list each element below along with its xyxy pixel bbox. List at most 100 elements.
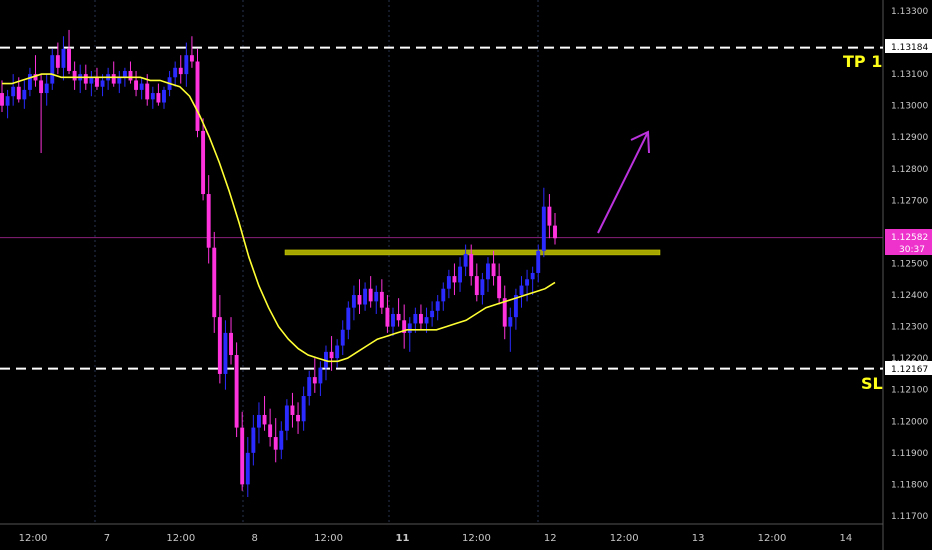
candle-body bbox=[307, 377, 312, 397]
bull-candle bbox=[324, 345, 328, 381]
candle-body bbox=[89, 77, 94, 84]
bear-candle bbox=[312, 358, 317, 393]
bull-candle bbox=[44, 74, 49, 106]
candle-body bbox=[363, 288, 368, 305]
candle-body bbox=[318, 367, 323, 384]
candle-body bbox=[262, 414, 267, 425]
bull-candle bbox=[307, 370, 312, 406]
candle-body bbox=[290, 405, 295, 415]
candle-body bbox=[541, 206, 546, 251]
candle-body bbox=[55, 55, 60, 68]
bull-candle bbox=[256, 402, 261, 444]
bear-candle bbox=[234, 342, 239, 438]
tp1-price-badge: 1.13184 bbox=[885, 39, 932, 53]
bull-candle bbox=[486, 257, 490, 292]
bear-candle bbox=[497, 263, 502, 305]
bear-candle bbox=[201, 118, 206, 201]
candle-body bbox=[312, 377, 317, 384]
candle-body bbox=[402, 320, 407, 333]
x-tick-label: 8 bbox=[252, 533, 258, 544]
bull-candle bbox=[513, 288, 518, 330]
candle-body bbox=[379, 291, 384, 308]
y-tick-label: 1.12400 bbox=[891, 291, 928, 301]
candle-body bbox=[16, 86, 21, 100]
svg-text:1.12167: 1.12167 bbox=[891, 365, 928, 375]
candle-body bbox=[11, 86, 16, 97]
y-tick-label: 1.11800 bbox=[891, 480, 928, 490]
bear-candle bbox=[178, 55, 183, 84]
candle-body bbox=[497, 276, 502, 299]
bull-candle bbox=[536, 244, 541, 283]
candle-body bbox=[553, 225, 557, 239]
candle-body bbox=[128, 70, 133, 81]
bull-candle bbox=[279, 421, 284, 460]
bull-candle bbox=[351, 285, 356, 321]
bear-candle bbox=[240, 411, 245, 491]
candle-body bbox=[251, 427, 256, 453]
candle-body bbox=[502, 298, 507, 327]
candle-body bbox=[513, 295, 518, 318]
y-tick-label: 1.12100 bbox=[891, 386, 928, 396]
candle-body bbox=[296, 414, 301, 422]
candle-body bbox=[329, 351, 334, 359]
x-tick-label: 12:00 bbox=[462, 533, 491, 544]
bull-candle bbox=[446, 269, 451, 299]
y-tick-label: 1.13300 bbox=[891, 7, 928, 17]
candle-body bbox=[525, 279, 530, 286]
current-price-badge: 1.12582 30:37 bbox=[885, 229, 932, 255]
bear-candle bbox=[290, 392, 295, 428]
candle-body bbox=[0, 93, 4, 106]
bull-candle bbox=[50, 48, 55, 90]
candle-body bbox=[117, 77, 122, 84]
sl-label: SL bbox=[861, 374, 883, 393]
bull-candle bbox=[346, 301, 351, 340]
candle-body bbox=[268, 424, 273, 438]
bear-candle bbox=[385, 295, 390, 333]
candle-body bbox=[435, 301, 440, 311]
candle-body bbox=[173, 67, 178, 78]
bear-candle bbox=[296, 402, 301, 434]
candle-body bbox=[357, 295, 362, 305]
candle-body bbox=[67, 48, 71, 71]
candle-body bbox=[396, 313, 401, 321]
candle-body bbox=[134, 80, 139, 90]
tp1-label: TP 1 bbox=[843, 52, 882, 71]
candle-body bbox=[229, 332, 233, 356]
bull-candle bbox=[435, 295, 440, 321]
bear-candle bbox=[156, 83, 161, 106]
price-axis[interactable]: 1.13300 1.13100 1.13000 1.12900 1.12800 1.127… bbox=[882, 0, 928, 550]
candle-body bbox=[508, 317, 513, 327]
candle-body bbox=[536, 250, 541, 273]
candle-body bbox=[491, 263, 496, 277]
projection-arrow[interactable] bbox=[597, 130, 650, 234]
candle-body bbox=[452, 276, 457, 283]
y-tick-label: 1.13000 bbox=[891, 102, 928, 112]
bull-candle bbox=[541, 187, 546, 258]
candle-body bbox=[162, 89, 166, 103]
x-tick-label: 12:00 bbox=[314, 533, 343, 544]
bear-candle bbox=[368, 276, 373, 308]
bull-candle bbox=[162, 86, 166, 109]
bear-candle bbox=[553, 212, 557, 245]
bear-candle bbox=[72, 61, 77, 90]
bull-candle bbox=[318, 361, 323, 397]
candle-body bbox=[212, 247, 217, 318]
candle-body bbox=[61, 48, 66, 68]
candle-body bbox=[430, 310, 435, 318]
candle-body bbox=[480, 279, 485, 296]
candle-body bbox=[458, 266, 462, 283]
bull-candle bbox=[11, 74, 16, 106]
bull-candle bbox=[480, 272, 485, 305]
bull-candle bbox=[407, 317, 412, 352]
bull-candle bbox=[117, 70, 122, 94]
bull-candle bbox=[519, 276, 524, 308]
bear-candle bbox=[502, 285, 507, 340]
y-tick-label: 1.12000 bbox=[891, 417, 928, 427]
bear-candle bbox=[217, 295, 222, 384]
candle-body bbox=[83, 74, 88, 84]
bear-candle bbox=[547, 194, 552, 239]
candle-body bbox=[368, 288, 373, 302]
time-axis[interactable]: 12:00 7 12:00 8 12:00 11 12:00 12 12:00 13 12:00 14 bbox=[0, 523, 883, 544]
candle-body bbox=[156, 93, 161, 103]
